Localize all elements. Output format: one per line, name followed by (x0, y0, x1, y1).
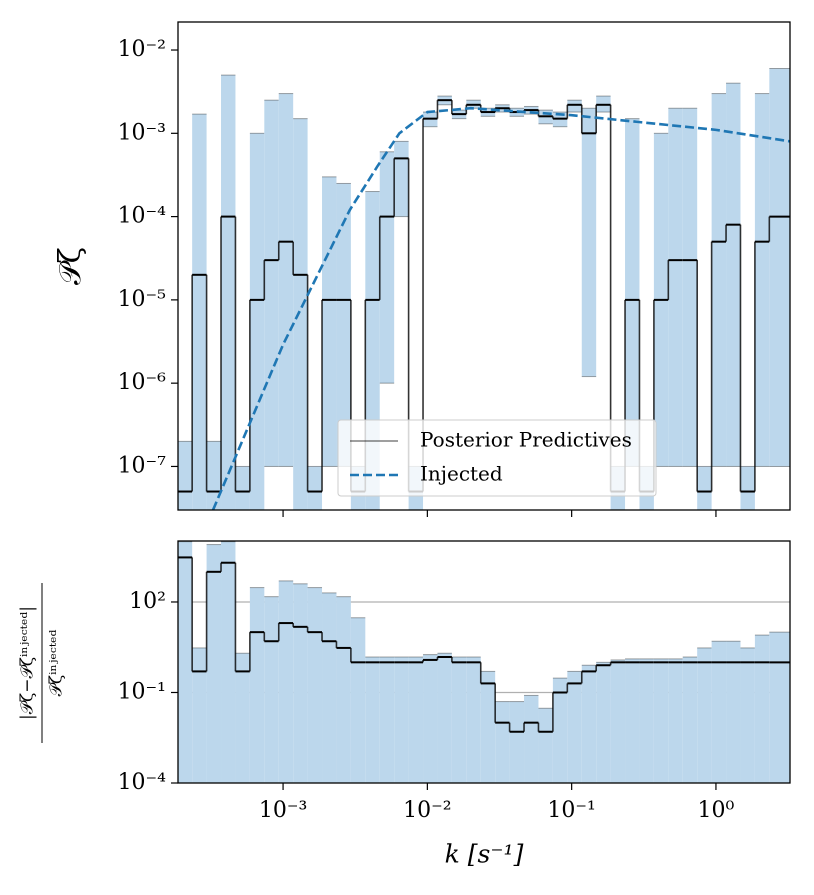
posterior-band (495, 701, 510, 783)
posterior-band (480, 671, 496, 783)
y-tick-label: 10⁻⁷ (118, 453, 167, 478)
posterior-band (509, 701, 525, 783)
posterior-band (423, 654, 438, 783)
posterior-band (625, 658, 640, 783)
posterior-band (379, 657, 395, 783)
legend-label: Posterior Predictives (420, 428, 632, 452)
posterior-band (567, 100, 582, 113)
posterior-band (350, 617, 366, 783)
posterior-band (567, 671, 582, 783)
y-axis-label-numerator: |𝒫ζ−𝒫ζⁱⁿʲᵉᶜᵗᵉᵈ| (18, 606, 38, 720)
y-tick-label: 10⁻³ (118, 120, 166, 145)
posterior-band (682, 108, 698, 467)
posterior-band (740, 647, 755, 783)
posterior-band (581, 108, 597, 377)
posterior-band (307, 466, 323, 510)
y-tick-label: 10⁻¹ (118, 679, 166, 704)
posterior-band (639, 658, 654, 783)
posterior-band (178, 541, 193, 783)
posterior-band (264, 100, 279, 467)
posterior-band (524, 695, 539, 783)
posterior-band (307, 587, 323, 783)
posterior-band (235, 466, 250, 510)
posterior-band (682, 657, 698, 783)
posterior-band (221, 541, 236, 783)
posterior-band (740, 466, 755, 510)
plot-area (178, 67, 790, 510)
posterior-band (322, 176, 337, 467)
y-tick-label: 10⁻² (118, 37, 166, 62)
posterior-band (249, 133, 265, 510)
posterior-band (394, 657, 409, 783)
legend-label: Injected (420, 462, 503, 486)
posterior-band (379, 151, 395, 384)
posterior-band (754, 635, 770, 783)
posterior-band (206, 441, 222, 510)
x-tick-label: 10⁰ (698, 798, 735, 823)
posterior-band (726, 641, 741, 783)
y-tick-label: 10⁻⁵ (118, 287, 166, 312)
posterior-band (711, 641, 727, 783)
posterior-band (192, 647, 207, 783)
posterior-band (581, 665, 597, 783)
y-tick-label: 10⁻⁴ (118, 770, 167, 795)
posterior-band (365, 657, 380, 783)
posterior-band (668, 108, 683, 467)
y-tick-label: 10² (129, 589, 166, 614)
posterior-band (293, 118, 308, 510)
y-axis-label: 𝒫ζ (53, 247, 88, 285)
posterior-band (437, 653, 452, 783)
posterior-band (668, 658, 683, 783)
posterior-band (466, 657, 481, 783)
posterior-band (278, 580, 294, 783)
posterior-band (178, 441, 193, 510)
posterior-band (235, 653, 250, 783)
posterior-band (322, 592, 337, 783)
posterior-band (625, 118, 640, 467)
posterior-band (697, 466, 712, 510)
axes-frame (177, 540, 791, 784)
x-tick-label: 10⁻¹ (547, 798, 595, 823)
posterior-band (221, 75, 236, 510)
posterior-band (769, 632, 790, 783)
posterior-band (711, 93, 727, 467)
posterior-band (451, 657, 467, 783)
posterior-band (408, 657, 424, 783)
posterior-band (264, 596, 279, 783)
injected-line (211, 106, 790, 510)
x-tick-label: 10⁻³ (259, 798, 307, 823)
posterior-band (610, 659, 626, 783)
posterior-band (249, 587, 265, 783)
posterior-band (206, 544, 222, 783)
x-axis-label: k [s⁻¹] (445, 840, 524, 869)
posterior-band (278, 93, 294, 467)
posterior-band (697, 647, 712, 783)
posterior-band (293, 583, 308, 783)
posterior-band (552, 678, 568, 783)
posterior-band (394, 141, 409, 217)
legend-box (337, 419, 657, 497)
posterior-band (726, 83, 741, 467)
posterior-band (769, 68, 790, 467)
posterior-band (538, 708, 553, 783)
y-axis-label-fraction: |𝒫ζ−𝒫ζⁱⁿʲᵉᶜᵗᵉᵈ| 𝒫ζⁱⁿʲᵉᶜᵗᵉᵈ (18, 583, 67, 743)
posterior-band (754, 93, 770, 467)
posterior-band (653, 658, 669, 783)
axes-frame (177, 21, 791, 511)
posterior-band (596, 662, 611, 783)
posterior-band (192, 114, 207, 510)
posterior-band (336, 183, 351, 467)
x-tick-label: 10⁻² (403, 798, 451, 823)
y-tick-label: 10⁻⁶ (118, 370, 167, 395)
y-tick-label: 10⁻⁴ (118, 204, 167, 229)
y-axis-label-denominator: 𝒫ζⁱⁿʲᵉᶜᵗᵉᵈ (47, 629, 67, 696)
posterior-band (336, 596, 351, 783)
plot-area (178, 541, 790, 783)
